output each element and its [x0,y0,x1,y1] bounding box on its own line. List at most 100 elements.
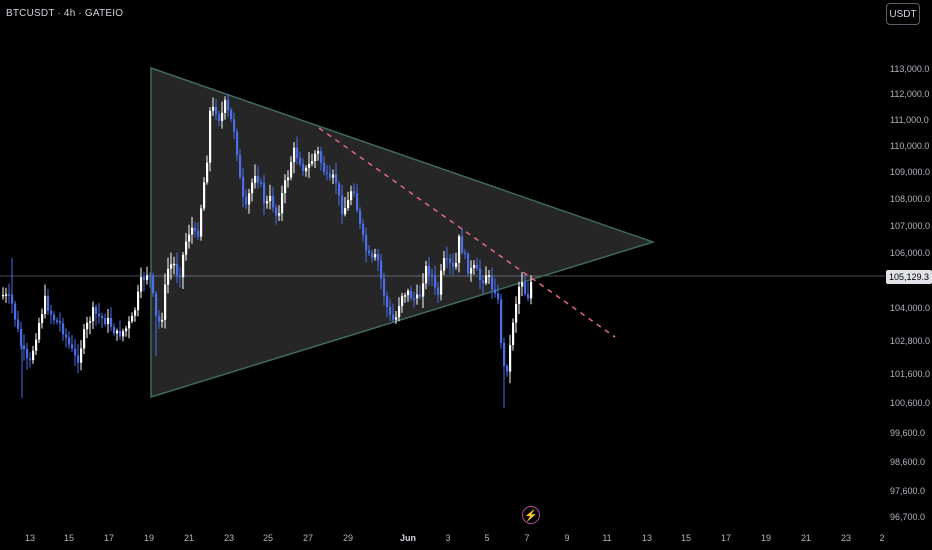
candle-body [311,161,314,164]
candle-body [107,318,110,324]
candle-body [434,275,437,288]
price-axis-label: 100,600.0 [890,398,931,408]
symbol-label: BTCUSDT · 4h · GATEIO [6,8,124,19]
candle-body [530,281,533,299]
candle-body [212,106,215,111]
candle-body [449,258,452,263]
candle-body [167,268,170,285]
candle-body [122,331,125,337]
candle-body [398,306,401,318]
time-axis-label: 21 [183,533,195,543]
candle-body [281,193,284,214]
candle-body [374,254,377,258]
currency-button[interactable]: USDT [886,3,920,25]
candle-body [347,200,350,208]
candle-body [413,298,416,300]
lightning-icon[interactable]: ⚡ [522,506,540,524]
candle-body [62,323,65,335]
candle-body [14,303,17,320]
candle-body [50,310,53,315]
time-axis-label: 9 [564,533,570,543]
candle-body [47,295,50,311]
candle-body [98,313,101,317]
candle-body [35,339,38,351]
candle-body [287,177,290,181]
candle-body [248,193,251,205]
candle-body [467,253,470,274]
triangle-pattern[interactable] [150,66,656,399]
candle-body [389,307,392,315]
candle-body [497,293,500,300]
candle-body [125,328,128,332]
time-axis-label: 11 [602,533,612,543]
candle-body [440,270,443,295]
candle-body [77,355,80,363]
candle-body [500,299,503,343]
candle-body [260,182,263,184]
candle-body [428,266,431,275]
price-axis-label: 98,600.0 [890,457,926,467]
candle-body [101,316,104,319]
candle-body [2,294,5,297]
candle-body [425,266,428,284]
candle-body [338,183,341,196]
candle-body [71,344,74,349]
candle-body [521,282,524,287]
candle-body [278,213,281,216]
candle-body [284,180,287,193]
candle-body [20,328,23,346]
candle-body [89,321,92,323]
candle-body [110,318,113,327]
time-axis-label: 15 [63,533,75,543]
candle-body [407,290,410,296]
candle-body [137,291,140,311]
candle-body [377,254,380,261]
candle-body [155,293,158,317]
time-axis-label: 13 [641,533,653,543]
candle-body [209,110,212,163]
time-axis-label: 17 [103,533,115,543]
candle-body [251,182,254,194]
candle-body [17,319,20,329]
candle-body [119,330,122,337]
candle-body [353,191,356,194]
candle-body [317,151,320,154]
candle-body [224,99,227,113]
candle-body [506,366,509,372]
candle-body [437,287,440,295]
candle-body [65,334,68,338]
candle-body [182,254,185,278]
time-axis-label: 17 [720,533,732,543]
candle-body [221,112,224,121]
candle-body [44,295,47,314]
candle-body [206,162,209,183]
candle-body [104,318,107,324]
candle-body [386,296,389,307]
candle-body [203,182,206,209]
candle-body [149,275,152,277]
price-axis-label: 97,600.0 [890,486,926,496]
candle-body [8,294,11,296]
candle-body [329,173,332,178]
candle-body [236,131,239,156]
candle-body [392,314,395,320]
time-axis-label: 7 [524,533,530,543]
candle-body [176,263,179,276]
price-axis-label: 109,000.0 [890,167,931,177]
candle-body [245,196,248,205]
time-axis-label: 23 [840,533,852,543]
candle-body [512,322,515,346]
candle-body [293,147,296,163]
candle-body [341,195,344,215]
candle-body [431,274,434,277]
candle-body [131,315,134,322]
candle-body [518,286,521,304]
price-axis-label: 107,000.0 [890,221,931,231]
candle-body [239,155,242,178]
candle-body [344,208,347,215]
candle-body [323,162,326,173]
candle-body [482,280,485,284]
dashed-trendline[interactable] [318,127,616,338]
candle-body [350,191,353,201]
